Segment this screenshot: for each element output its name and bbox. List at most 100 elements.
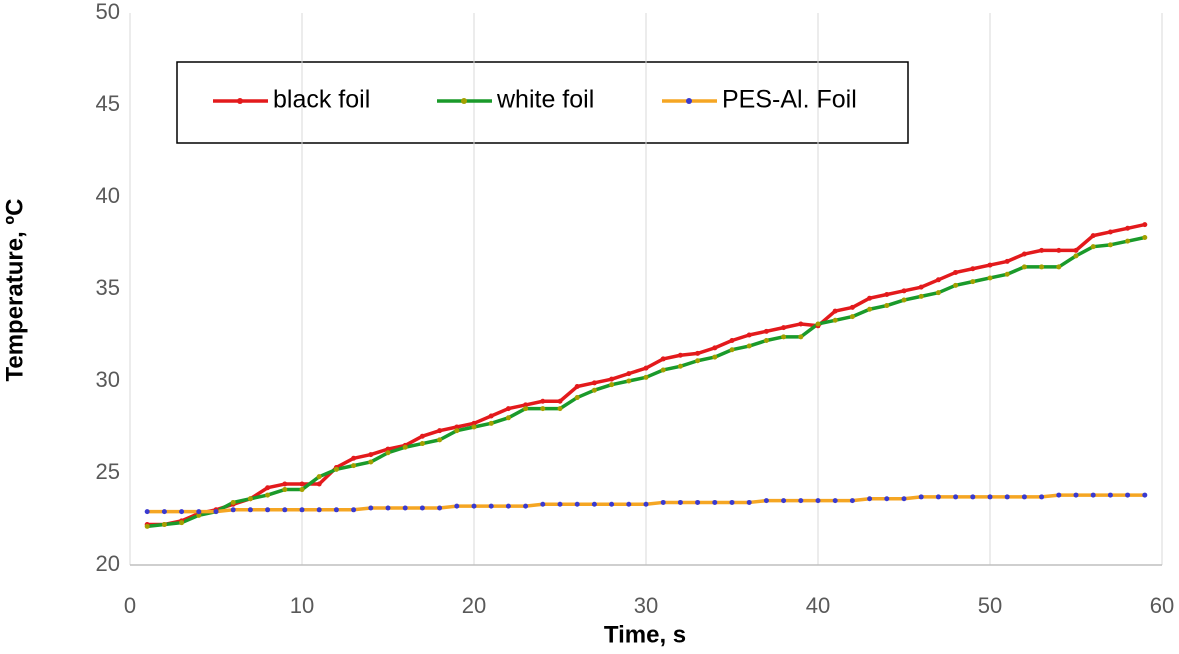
data-point [333, 466, 339, 472]
data-point [626, 501, 632, 507]
legend-box [176, 61, 909, 144]
data-point [918, 284, 924, 290]
x-tick-label: 20 [462, 593, 486, 618]
data-point [712, 354, 718, 360]
data-point [299, 481, 305, 487]
data-point [471, 503, 477, 509]
data-point [1056, 264, 1062, 270]
data-point [712, 499, 718, 505]
data-point [1073, 253, 1079, 259]
x-axis-title: Time, s [604, 621, 686, 648]
data-point [660, 356, 666, 362]
data-point [901, 297, 907, 303]
data-point [230, 507, 236, 513]
data-point [677, 352, 683, 358]
data-point [213, 509, 219, 515]
data-point [695, 350, 701, 356]
data-point [1107, 492, 1113, 498]
data-point [987, 275, 993, 281]
data-point [746, 332, 752, 338]
data-point [781, 334, 787, 340]
data-point [230, 499, 236, 505]
data-point [265, 492, 271, 498]
data-point [1125, 225, 1131, 231]
data-point [591, 387, 597, 393]
data-point [953, 269, 959, 275]
data-point [798, 334, 804, 340]
data-point [1039, 264, 1045, 270]
data-point [849, 498, 855, 504]
data-point [1125, 238, 1131, 244]
data-point [1142, 234, 1148, 240]
legend-marker [237, 98, 243, 104]
data-point [471, 420, 477, 426]
data-point [935, 494, 941, 500]
data-point [832, 498, 838, 504]
data-point [488, 413, 494, 419]
data-point [901, 288, 907, 294]
data-point [454, 503, 460, 509]
data-point [1056, 247, 1062, 253]
data-point [1142, 492, 1148, 498]
data-point [1021, 494, 1027, 500]
data-point [385, 446, 391, 452]
data-point [540, 398, 546, 404]
data-point [1004, 494, 1010, 500]
data-point [763, 338, 769, 344]
data-point [849, 314, 855, 320]
data-point [781, 325, 787, 331]
data-point [729, 347, 735, 353]
data-point [695, 358, 701, 364]
data-point [1039, 494, 1045, 500]
data-point [867, 496, 873, 502]
data-point [987, 262, 993, 268]
y-tick-label: 20 [96, 551, 120, 576]
data-point [695, 499, 701, 505]
x-tick-label: 40 [806, 593, 830, 618]
data-point [402, 505, 408, 511]
data-point [419, 433, 425, 439]
legend-label: white foil [496, 86, 594, 114]
data-point [1090, 244, 1096, 250]
y-tick-label: 30 [96, 367, 120, 392]
data-point [419, 441, 425, 447]
data-point [1004, 271, 1010, 277]
data-point [316, 507, 322, 513]
data-point [316, 481, 322, 487]
data-point [815, 321, 821, 327]
data-point [763, 328, 769, 334]
data-point [591, 380, 597, 386]
data-point [1004, 258, 1010, 264]
data-point [402, 444, 408, 450]
x-tick-label: 60 [1150, 593, 1174, 618]
data-point [282, 487, 288, 493]
data-point [299, 507, 305, 513]
data-point [1021, 264, 1027, 270]
data-point [488, 503, 494, 509]
data-point [1039, 247, 1045, 253]
data-point [781, 498, 787, 504]
data-point [333, 507, 339, 513]
data-point [179, 520, 185, 526]
data-point [523, 406, 529, 412]
legend-label: black foil [273, 86, 370, 114]
data-point [712, 345, 718, 351]
data-point [1021, 251, 1027, 257]
data-point [1090, 233, 1096, 239]
data-point [471, 424, 477, 430]
data-point [265, 507, 271, 513]
data-point [1073, 492, 1079, 498]
data-point [1125, 492, 1131, 498]
y-tick-label: 40 [96, 183, 120, 208]
data-point [729, 499, 735, 505]
data-point [643, 501, 649, 507]
data-point [368, 505, 374, 511]
x-tick-label: 30 [634, 593, 658, 618]
data-point [763, 498, 769, 504]
data-point [523, 503, 529, 509]
legend-label: PES-Al. Foil [722, 86, 857, 114]
data-point [144, 509, 150, 515]
data-point [454, 428, 460, 434]
data-point [935, 277, 941, 283]
